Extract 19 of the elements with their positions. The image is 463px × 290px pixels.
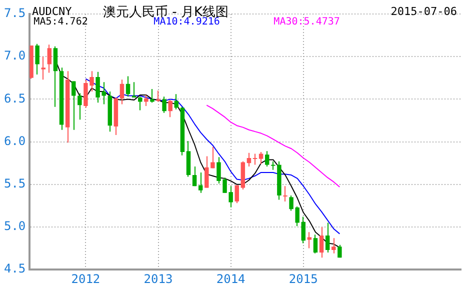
candlestick [41,56,46,80]
y-tick-label: 7.5 [4,6,26,20]
x-tick-label: 2015 [288,272,318,286]
x-tick-label: 2013 [144,272,173,286]
candlestick [283,186,288,202]
y-tick-label: 6.0 [4,134,26,148]
x-tick-label: 2012 [71,272,100,286]
y-tick-label: 6.5 [4,91,26,106]
text: MA30:5.4737 [274,16,340,28]
annotation: AUDCNY [32,5,72,18]
y-tick-label: 5.0 [4,219,26,234]
candlestick [252,154,258,165]
x-tick-label: 2014 [216,272,246,286]
y-tick-label: 4.5 [4,262,26,276]
y-tick-label: 7.0 [4,48,26,63]
text: MA10:4.9216 [154,16,220,28]
y-tick-label: 5.5 [4,176,26,191]
annotation: 2015-07-06 [390,5,457,18]
text: MA5:4.762 [34,16,88,28]
